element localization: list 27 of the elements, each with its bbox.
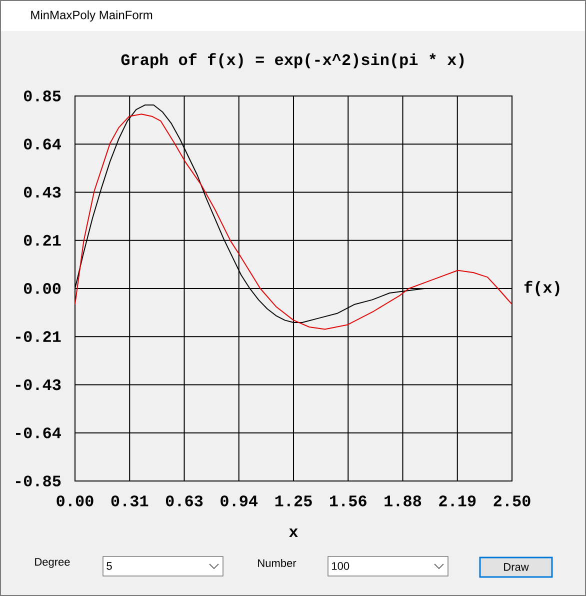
text: Degree (35, 558, 70, 568)
y-tick-label: 0.64 (24, 138, 61, 150)
text: Draw (504, 563, 529, 571)
y-tick-label: 0.00 (24, 283, 61, 294)
x-tick-label: 1.25 (275, 496, 312, 506)
x-tick-label: 0.31 (111, 496, 148, 506)
x-axis-title: x (289, 528, 298, 537)
text: MinMaxPoly MainForm (31, 10, 152, 22)
x-tick-label: 0.94 (220, 496, 258, 506)
y-tick-label: -0.85 (16, 476, 61, 486)
chart-title: Graph of f(x) = exp(-x^2)sin(pi * x) (121, 53, 464, 68)
x-tick-label: 2.50 (494, 496, 530, 506)
x-tick-label: 0.00 (56, 496, 94, 506)
x-tick-label: 1.56 (330, 496, 366, 506)
y-tick-label: -0.43 (16, 379, 61, 390)
x-tick-label: 2.19 (439, 496, 476, 506)
y-axis-title: f(x) (524, 280, 560, 296)
x-tick-label: 1.88 (384, 496, 422, 506)
y-tick-label: -0.64 (16, 427, 61, 438)
y-tick-label: -0.21 (16, 331, 61, 342)
text: Number (258, 558, 296, 568)
y-tick-label: 0.85 (24, 90, 61, 102)
y-tick-label: 0.21 (24, 234, 61, 246)
text: 5 (106, 562, 112, 570)
text: 100 (332, 562, 350, 570)
y-tick-label: 0.43 (24, 186, 61, 198)
x-tick-label: 0.63 (166, 496, 203, 506)
